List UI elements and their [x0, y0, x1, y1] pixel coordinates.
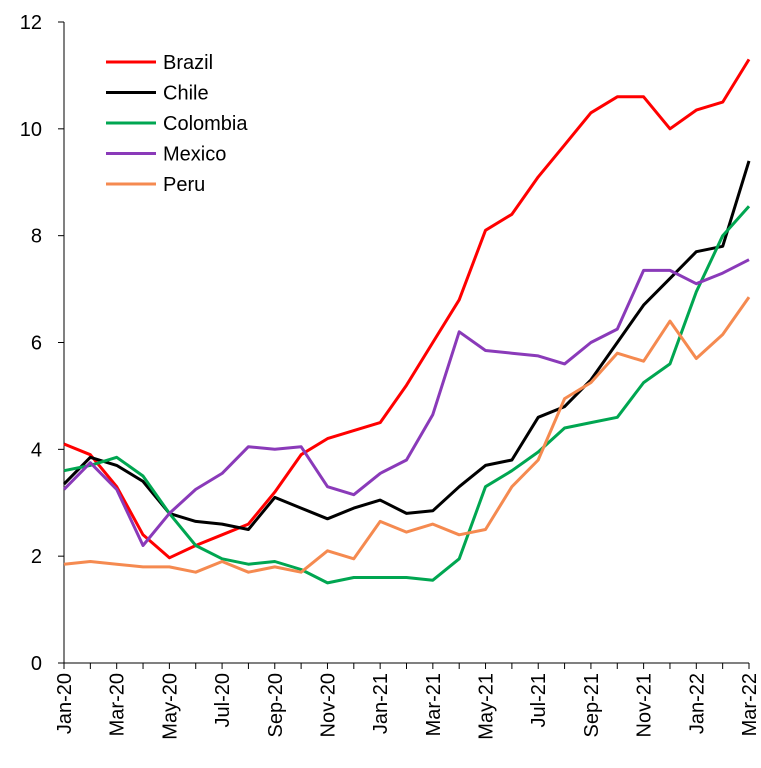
x-tick-label: Sep-21 [581, 673, 603, 738]
line [63, 296, 751, 574]
y-tick-label: 12 [20, 12, 42, 34]
x-tick-label: Jan-22 [686, 673, 708, 734]
x-tick-label: Jan-20 [54, 673, 76, 734]
y-tick-label: 8 [31, 226, 42, 248]
line [63, 58, 751, 560]
x-tick-label: Nov-21 [634, 673, 656, 737]
x-tick-label: May-21 [476, 673, 498, 740]
legend-label: Brazil [163, 52, 213, 74]
x-tick-label: May-20 [159, 673, 181, 740]
legend-label: Mexico [163, 144, 226, 166]
legend-label: Chile [163, 83, 209, 105]
x-tick-label: Mar-21 [423, 673, 445, 736]
x-tick-label: Mar-22 [739, 673, 761, 736]
x-tick-label: Jul-20 [212, 673, 234, 727]
x-tick-label: Jul-21 [528, 673, 550, 727]
x-tick-label: Mar-20 [107, 673, 129, 736]
y-tick-label: 2 [31, 546, 42, 568]
line [63, 205, 751, 585]
y-tick-label: 10 [20, 119, 42, 141]
y-tick-label: 6 [31, 333, 42, 355]
x-tick-label: Jan-21 [370, 673, 392, 734]
legend-label: Colombia [163, 113, 248, 135]
y-tick-label: 0 [31, 653, 42, 675]
legend-label: Peru [163, 174, 205, 196]
line [62, 258, 750, 547]
line [62, 160, 751, 531]
x-tick-label: Sep-20 [265, 673, 287, 738]
x-tick-label: Nov-20 [317, 673, 339, 737]
y-tick-label: 4 [31, 439, 42, 461]
